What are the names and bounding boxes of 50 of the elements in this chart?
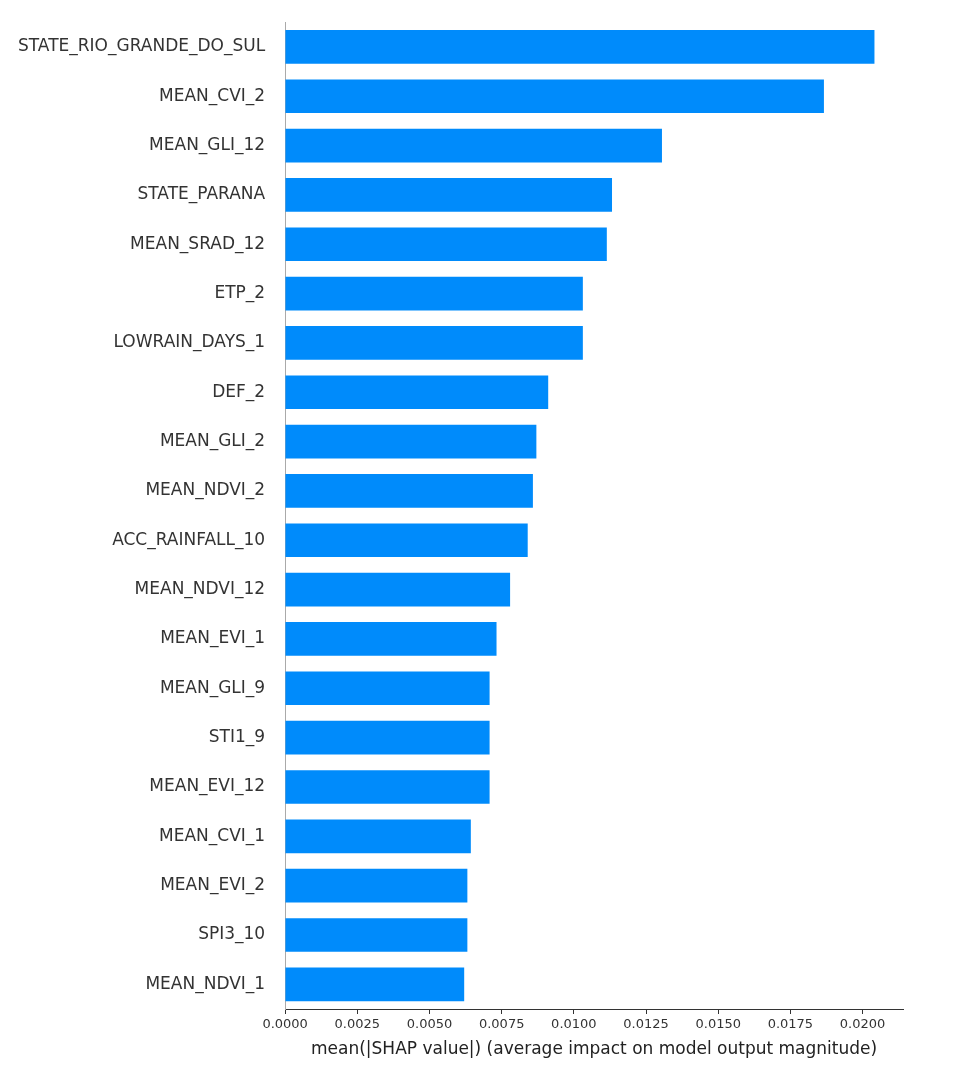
x-tick-label: 0.0200 [839,1016,886,1032]
bar [285,474,533,508]
y-tick-label: ETP_2 [214,281,266,303]
y-tick-label: STATE_RIO_GRANDE_DO_SUL [17,35,266,57]
bar [285,918,468,952]
x-tick-label: 0.0175 [767,1016,814,1032]
bar [285,572,511,607]
bar [285,819,471,854]
x-tick-label: 0.0025 [334,1016,381,1032]
x-tick-label: 0.0150 [695,1016,741,1032]
bar [285,128,662,163]
bar [285,375,549,410]
x-tick-label: 0.0075 [478,1016,525,1032]
bar [285,227,607,262]
y-tick-label: MEAN_CVI_2 [159,84,266,106]
x-tick-label: 0.0050 [406,1016,453,1032]
y-tick-label: MEAN_CVI_1 [159,824,266,846]
y-tick-label: MEAN_GLI_9 [159,676,266,698]
bar [285,622,497,656]
y-tick-label: MEAN_EVI_1 [160,627,266,649]
y-tick-label: SPI3_10 [198,923,266,945]
y-tick-label: MEAN_GLI_12 [149,133,266,155]
y-tick-label: LOWRAIN_DAYS_1 [113,331,266,353]
y-tick-label: MEAN_NDVI_1 [145,972,266,994]
bar [285,868,468,903]
x-tick-label: 0.0000 [262,1016,308,1032]
y-tick-label: MEAN_EVI_12 [149,775,266,797]
bar [285,523,528,558]
bar [285,276,583,311]
bar [285,770,490,804]
bar [285,178,613,212]
x-tick-label: 0.0100 [551,1016,597,1032]
bar [285,30,875,64]
y-tick-label: MEAN_GLI_2 [159,430,266,452]
y-tick-label: MEAN_EVI_2 [160,874,266,896]
x-tick-label: 0.0125 [623,1016,669,1032]
y-tick-label: MEAN_NDVI_2 [145,479,266,501]
bar [285,79,824,114]
y-tick-label: DEF_2 [212,380,266,402]
y-tick-label: MEAN_NDVI_12 [134,578,266,600]
bar [285,720,490,755]
x-axis-title: mean(|SHAP value|) (average impact on model output magnitude) [311,1038,878,1059]
y-tick-label: MEAN_SRAD_12 [130,232,266,254]
y-tick-label: STI1_9 [208,726,266,748]
bar [285,326,583,360]
bar [285,671,490,706]
y-tick-label: ACC_RAINFALL_10 [112,528,266,550]
y-tick-label: STATE_PARANA [137,183,266,205]
bar [285,424,537,459]
bar [285,967,465,1002]
